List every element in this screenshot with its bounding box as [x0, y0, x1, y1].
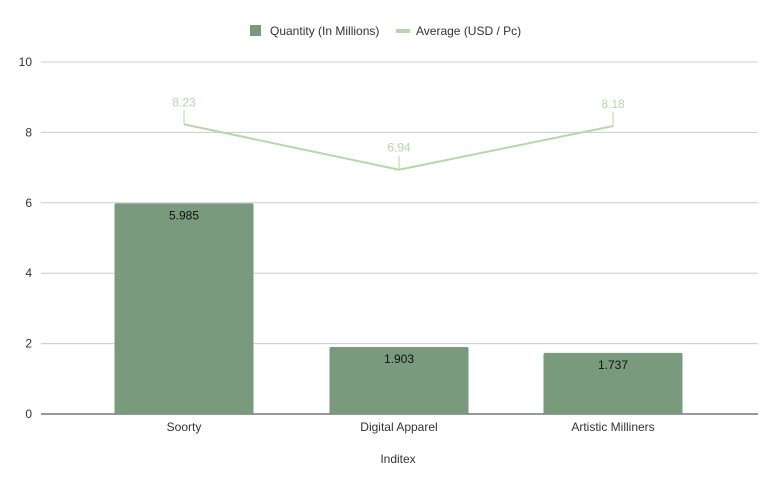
- y-tick-label: 0: [25, 407, 32, 421]
- line-data-label: 8.23: [172, 95, 196, 109]
- bar: [114, 203, 254, 414]
- bar-series: 5.985 1.903 1.737: [114, 203, 683, 414]
- y-axis-ticks: 0 2 4 6 8 10: [19, 55, 33, 421]
- legend: Quantity (In Millions) Average (USD / Pc…: [250, 24, 521, 38]
- bar-data-label: 1.737: [598, 358, 628, 372]
- line-data-label: 6.94: [387, 141, 411, 155]
- x-tick-label: Soorty: [167, 420, 202, 434]
- legend-label-quantity: Quantity (In Millions): [270, 24, 379, 38]
- bar: [543, 352, 683, 414]
- y-tick-label: 2: [25, 337, 32, 351]
- legend-label-average: Average (USD / Pc): [416, 24, 521, 38]
- legend-swatch-quantity: [250, 25, 261, 36]
- bar-data-label: 1.903: [384, 352, 414, 366]
- x-tick-label: Digital Apparel: [360, 420, 437, 434]
- line-data-label: 8.18: [601, 97, 625, 111]
- bar-data-label: 5.985: [169, 208, 199, 222]
- y-tick-label: 6: [25, 196, 32, 210]
- y-tick-label: 10: [19, 55, 33, 69]
- x-axis-ticks: Soorty Digital Apparel Artistic Milliners: [167, 420, 655, 434]
- x-tick-label: Artistic Milliners: [571, 420, 654, 434]
- x-axis-title: Inditex: [380, 452, 415, 466]
- bar: [329, 347, 469, 414]
- line-series: 8.23 6.94 8.18: [172, 95, 625, 171]
- y-tick-label: 8: [25, 125, 32, 139]
- y-tick-label: 4: [25, 266, 32, 280]
